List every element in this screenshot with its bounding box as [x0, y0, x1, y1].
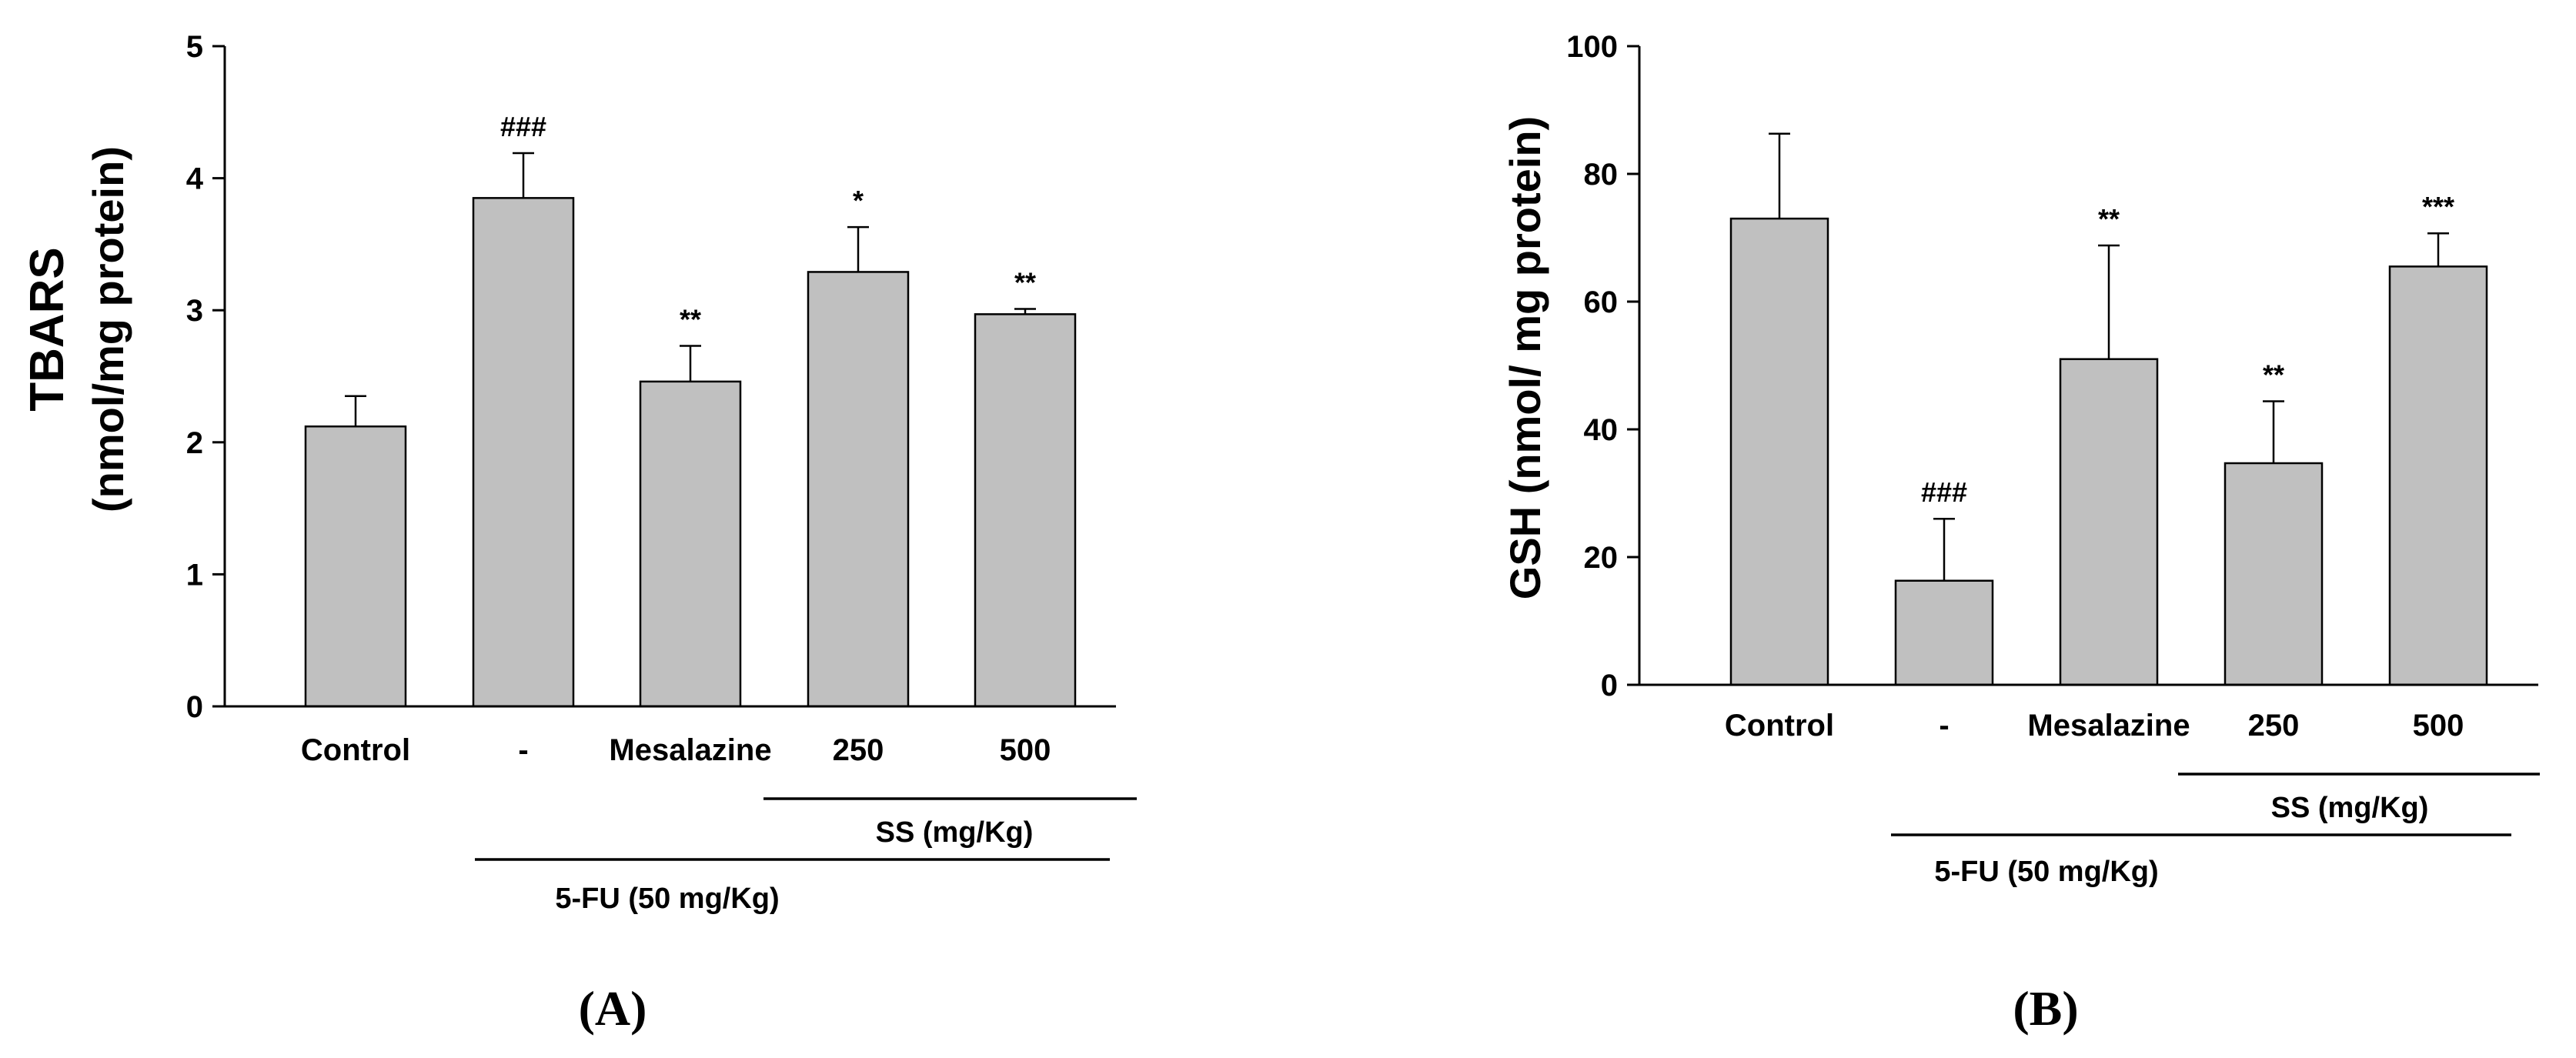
- bar: [2388, 265, 2488, 686]
- x-tick-label: Control: [1725, 709, 1834, 743]
- x-tick-label: 500: [1000, 733, 1051, 767]
- x-tick-label: -: [518, 733, 528, 767]
- ss-group-label: SS (mg/Kg): [876, 816, 1034, 849]
- x-tick-label: 250: [833, 733, 884, 767]
- x-tick-label: -: [1939, 709, 1949, 743]
- y-tick-label: 2: [186, 426, 203, 460]
- significance-label: *: [853, 185, 864, 216]
- significance-label: **: [1014, 266, 1036, 298]
- bar: [472, 197, 575, 708]
- x-tick-label: 250: [2248, 709, 2300, 743]
- significance-label: ***: [2422, 191, 2454, 222]
- ss-group-label: SS (mg/Kg): [2271, 792, 2429, 824]
- y-tick-label: 60: [1584, 285, 1619, 319]
- bar: [1729, 217, 1829, 686]
- y-tick-label: 0: [1601, 669, 1618, 703]
- bar: [1894, 579, 1994, 686]
- y-axis-label: GSH (nmol/ mg protein): [1501, 116, 1549, 599]
- y-tick-label: 100: [1566, 30, 1618, 64]
- bar: [807, 271, 910, 708]
- x-tick-label: Mesalazine: [2027, 709, 2190, 743]
- panel-label-b: (B): [2013, 981, 2078, 1036]
- y-tick-label: 0: [186, 690, 203, 724]
- significance-label: ###: [500, 111, 546, 142]
- panel-label-a: (A): [579, 981, 647, 1036]
- significance-label: **: [2263, 359, 2284, 390]
- y-tick-label: 1: [186, 558, 203, 592]
- x-tick-label: 500: [2413, 709, 2464, 743]
- y-tick-label: 3: [186, 294, 203, 328]
- y-tick-label: 4: [186, 162, 204, 196]
- bar: [974, 313, 1077, 708]
- bar: [639, 380, 742, 708]
- x-tick-label: Mesalazine: [609, 733, 771, 767]
- bar: [2059, 358, 2159, 686]
- bar: [304, 425, 407, 708]
- fu-group-label: 5-FU (50 mg/Kg): [1934, 856, 2158, 888]
- y-tick-label: 20: [1584, 541, 1619, 575]
- y-axis-label-line2: (nmol/mg protein): [84, 146, 132, 512]
- y-axis-label-line1: TBARS: [21, 247, 74, 412]
- significance-label: **: [2098, 203, 2120, 235]
- x-tick-label: Control: [301, 733, 410, 767]
- fu-group-label: 5-FU (50 mg/Kg): [555, 883, 779, 915]
- y-tick-label: 40: [1584, 413, 1619, 447]
- significance-label: **: [680, 304, 701, 335]
- y-tick-label: 5: [186, 30, 203, 64]
- bar: [2224, 462, 2324, 686]
- significance-label: ###: [1921, 476, 1967, 508]
- y-tick-label: 80: [1584, 158, 1619, 192]
